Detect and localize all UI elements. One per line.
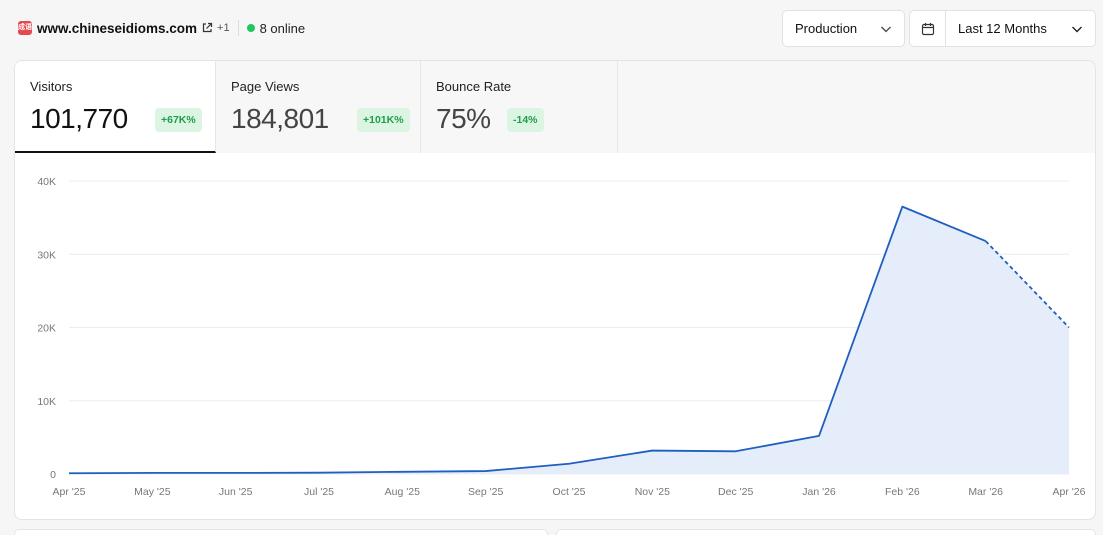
stat-value: 75%	[436, 103, 491, 134]
x-tick-label: Mar '26	[968, 486, 1003, 498]
external-link-icon[interactable]	[201, 22, 213, 34]
data-point[interactable]	[983, 238, 989, 244]
y-tick-label: 30K	[37, 249, 56, 261]
date-range-select[interactable]: Last 12 Months	[909, 10, 1096, 47]
change-badge: -14%	[507, 108, 544, 132]
data-point[interactable]	[733, 448, 739, 454]
y-tick-label: 20K	[37, 323, 56, 335]
online-status-dot	[246, 24, 255, 32]
divider	[237, 20, 239, 36]
stat-value: 101,770	[30, 103, 128, 134]
bottom-panel-left	[14, 529, 548, 535]
area-fill	[69, 206, 1069, 474]
stat-value: 184,801	[231, 103, 329, 134]
site-favicon: 成语	[18, 21, 32, 35]
calendar-button[interactable]	[910, 11, 946, 46]
stat-label: Visitors	[30, 79, 73, 94]
x-tick-label: Jun '25	[219, 486, 253, 498]
x-tick-label: Dec '25	[718, 486, 753, 498]
chevron-down-icon	[1072, 26, 1082, 33]
series-line	[68, 205, 987, 475]
top-bar: 成语 www.chineseidioms.com +1 8 online Pro…	[0, 0, 1103, 56]
y-tick-label: 0	[50, 469, 56, 481]
x-tick-label: Sep '25	[468, 486, 503, 498]
x-tick-label: Apr '25	[53, 486, 86, 498]
change-badge: +67K%	[155, 108, 202, 132]
stats-tabs: Visitors 101,770 +67K% Page Views 184,80…	[15, 61, 1095, 153]
environment-value: Production	[795, 21, 858, 36]
tab-visitors[interactable]: Visitors 101,770 +67K%	[15, 61, 216, 153]
data-point[interactable]	[233, 470, 239, 476]
data-point[interactable]	[1066, 325, 1072, 331]
data-point[interactable]	[649, 448, 655, 454]
chevron-down-icon	[881, 26, 891, 33]
analytics-card: Visitors 101,770 +67K% Page Views 184,80…	[14, 60, 1096, 520]
x-tick-label: Apr '26	[1053, 486, 1086, 498]
stats-filler	[618, 61, 1095, 153]
data-point[interactable]	[899, 204, 905, 210]
projected-line	[985, 240, 1070, 329]
visitors-chart[interactable]: 0 10K 20K 30K 40K Apr '25 May '25 Jun '25 Jul '2…	[15, 153, 1096, 520]
tab-bounce-rate[interactable]: Bounce Rate 75% -14%	[421, 61, 618, 153]
data-point[interactable]	[816, 433, 822, 439]
x-tick-label: Feb '26	[885, 486, 920, 498]
bottom-panel-right	[556, 529, 1096, 535]
data-point[interactable]	[149, 470, 155, 476]
tab-page-views[interactable]: Page Views 184,801 +101K%	[216, 61, 421, 153]
online-count: 8 online	[259, 20, 306, 36]
stat-label: Page Views	[231, 79, 300, 94]
stat-label: Bounce Rate	[436, 79, 512, 94]
site-domain[interactable]: www.chineseidioms.com	[37, 20, 198, 36]
x-tick-label: Nov '25	[635, 486, 670, 498]
y-tick-label: 10K	[37, 396, 56, 408]
data-point[interactable]	[399, 469, 405, 475]
x-tick-label: Aug '25	[385, 486, 420, 498]
x-tick-label: Oct '25	[553, 486, 586, 498]
y-tick-label: 40K	[37, 176, 56, 188]
data-point[interactable]	[483, 468, 489, 474]
additional-sites-count[interactable]: +1	[217, 22, 230, 34]
x-tick-label: Jan '26	[802, 486, 836, 498]
data-point[interactable]	[566, 461, 572, 467]
calendar-icon	[921, 22, 934, 35]
date-range-value: Last 12 Months	[958, 21, 1047, 36]
environment-select[interactable]: Production	[782, 10, 905, 47]
x-tick-label: Jul '25	[304, 486, 334, 498]
data-point[interactable]	[316, 470, 322, 476]
change-badge: +101K%	[357, 108, 410, 132]
site-selector[interactable]: 成语 www.chineseidioms.com +1 8 online	[18, 18, 305, 38]
x-tick-label: May '25	[134, 486, 171, 498]
data-point[interactable]	[66, 470, 72, 476]
